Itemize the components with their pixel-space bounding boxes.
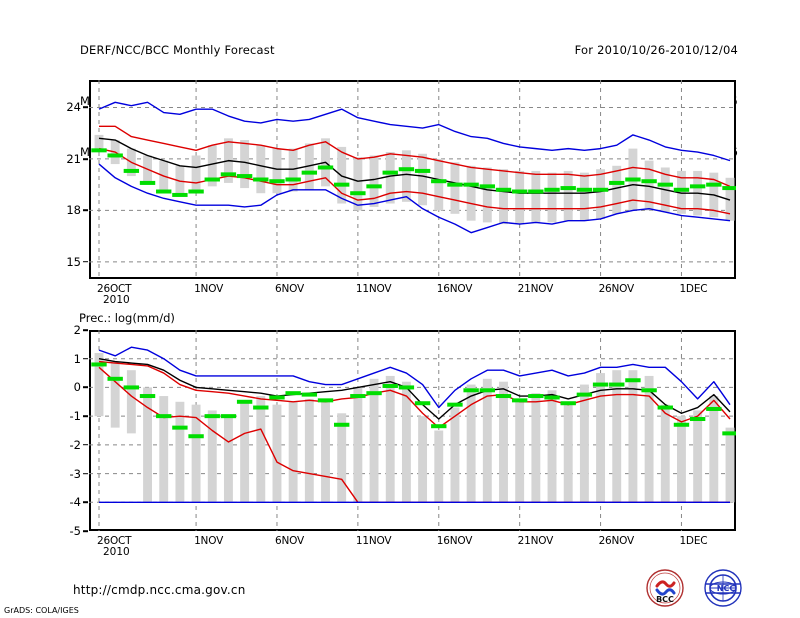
- x-tick-label: 11NOV: [355, 535, 392, 547]
- y-tick-label: 1: [73, 351, 81, 366]
- series-maximum: [98, 101, 731, 162]
- y-tick-label: -4: [69, 495, 81, 510]
- y-tick-mark: [83, 501, 88, 504]
- x-tick-label: 26NOV: [598, 535, 635, 547]
- y-tick-label: 2: [73, 323, 81, 337]
- y-tick-mark: [83, 329, 88, 331]
- y-tick-label: -1: [69, 409, 81, 424]
- y-tick-mark: [83, 472, 88, 475]
- x-tick-label: 1DEC: [679, 535, 708, 547]
- series-ensemble-mean: [98, 137, 731, 201]
- y-tick-mark: [83, 261, 88, 263]
- y-tick-mark: [83, 209, 88, 212]
- spread-bars: [94, 352, 735, 503]
- y-tick-mark: [83, 530, 88, 532]
- ncc-logo-text: NCC: [717, 584, 736, 593]
- x-tick-year-label: 2010: [103, 294, 130, 306]
- series-lower-quartile: [98, 147, 731, 215]
- y-tick-mark: [83, 357, 88, 360]
- x-tick-label: 1DEC: [679, 283, 708, 295]
- x-tick-label: 21NOV: [517, 535, 554, 547]
- x-tick-label: 6NOV: [274, 535, 304, 547]
- bcc-logo-text: BCC: [656, 595, 674, 604]
- y-tick-label: 0: [73, 380, 81, 395]
- series-ensemble-mean: [98, 358, 731, 420]
- x-tick-label: 1NOV: [194, 535, 224, 547]
- y-tick-label: -2: [69, 437, 81, 452]
- temperature-plot-area: [89, 80, 736, 279]
- y-tick-label: 15: [66, 254, 81, 269]
- gridlines: [89, 330, 736, 531]
- x-tick-label: 21NOV: [517, 283, 554, 295]
- y-tick-mark: [83, 444, 88, 446]
- series-upper-quartile: [98, 360, 731, 429]
- y-tick-label: -3: [69, 466, 81, 481]
- series-maximum: [98, 346, 731, 409]
- page-title: DERF/NCC/BCC Monthly Forecast: [80, 43, 275, 57]
- y-tick-label: -5: [69, 524, 81, 538]
- precipitation-plot-area: [89, 330, 736, 531]
- observed-markers: [91, 362, 736, 439]
- y-tick-label: 18: [66, 203, 81, 218]
- x-tick-label: 26NOV: [598, 283, 635, 295]
- temperature-plot-svg: [89, 80, 736, 279]
- logo-group: BCC NCC: [645, 568, 755, 608]
- y-tick-label: 21: [66, 151, 81, 166]
- x-tick-label: 26OCT: [97, 535, 132, 547]
- precipitation-panel-label: Prec.: log(mm/d): [79, 311, 175, 325]
- precipitation-chart-panel: [89, 330, 736, 531]
- forecast-range-label: For 2010/10/26-2010/12/04: [574, 43, 738, 57]
- series-upper-quartile: [99, 125, 731, 188]
- series-minimum: [98, 163, 731, 234]
- x-tick-label: 1NOV: [194, 283, 224, 295]
- y-tick-mark: [83, 106, 88, 109]
- grads-credit: GrADS: COLA/IGES: [4, 606, 79, 615]
- website-url[interactable]: http://cmdp.ncc.cma.gov.cn: [73, 583, 246, 597]
- x-tick-label: 16NOV: [436, 283, 473, 295]
- x-tick-label: 11NOV: [355, 283, 392, 295]
- precipitation-plot-svg: [89, 330, 736, 531]
- observed-markers: [91, 148, 736, 197]
- x-tick-label: 16NOV: [436, 535, 473, 547]
- x-tick-year-label: 2010: [103, 546, 130, 558]
- x-tick-label: 26OCT: [97, 283, 132, 295]
- temperature-chart-panel: [89, 80, 736, 279]
- x-tick-label: 6NOV: [274, 283, 304, 295]
- y-tick-mark: [83, 158, 88, 160]
- y-tick-mark: [83, 415, 88, 417]
- y-tick-label: 24: [66, 100, 81, 115]
- y-tick-mark: [83, 386, 88, 389]
- agency-logos-svg: BCC NCC: [646, 569, 742, 607]
- ncc-logo-icon: NCC: [704, 569, 742, 607]
- bcc-logo-icon: BCC: [646, 569, 684, 607]
